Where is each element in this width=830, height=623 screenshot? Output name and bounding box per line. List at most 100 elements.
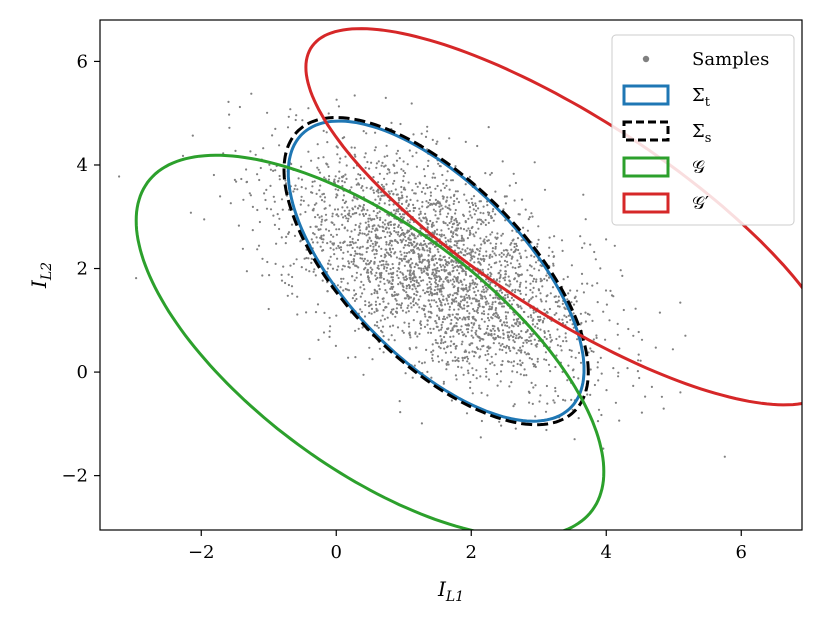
sample-point <box>473 297 476 300</box>
sample-point <box>387 227 391 230</box>
sample-point <box>392 182 395 185</box>
sample-point <box>533 338 536 341</box>
sample-point <box>370 219 373 222</box>
sample-point <box>407 259 410 262</box>
sample-point <box>423 175 426 178</box>
sample-point <box>426 323 429 326</box>
sample-point <box>456 289 460 292</box>
sample-point <box>512 360 516 363</box>
x-axis-label: IL1 <box>437 577 464 605</box>
sample-point <box>431 268 434 271</box>
sample-point <box>305 256 308 260</box>
sample-point <box>382 277 385 281</box>
sample-point <box>407 204 410 207</box>
sample-point <box>471 201 474 204</box>
sample-point <box>553 313 556 316</box>
sample-point <box>254 153 257 156</box>
sample-point <box>496 232 499 235</box>
sample-point <box>494 213 497 216</box>
sample-point <box>332 235 335 238</box>
sample-point <box>434 214 437 217</box>
sample-point <box>403 258 406 261</box>
sample-point <box>632 334 635 337</box>
sample-point <box>256 173 259 176</box>
sample-point <box>416 235 419 238</box>
sample-point <box>468 288 471 291</box>
sample-point <box>433 289 436 292</box>
sample-point <box>572 312 575 315</box>
sample-point <box>539 292 542 295</box>
sample-point <box>486 359 489 362</box>
sample-point <box>439 202 442 205</box>
sample-point <box>439 288 442 291</box>
sample-point <box>504 219 507 222</box>
sample-point <box>466 331 470 334</box>
sample-point <box>480 294 483 297</box>
sample-point <box>464 140 467 143</box>
sample-point <box>436 288 439 291</box>
sample-point <box>525 338 529 342</box>
sample-point <box>491 301 494 304</box>
sample-point <box>507 275 510 278</box>
sample-point <box>525 374 528 377</box>
sample-point <box>491 247 494 250</box>
sample-point <box>376 266 379 269</box>
sample-point <box>378 288 381 291</box>
sample-point <box>311 241 315 244</box>
sample-point <box>500 251 503 255</box>
sample-point <box>420 271 423 274</box>
sample-point <box>458 247 461 250</box>
sample-point <box>443 318 447 321</box>
sample-point <box>385 183 388 186</box>
sample-point <box>363 177 366 180</box>
sample-point <box>447 239 450 242</box>
sample-point <box>476 283 479 286</box>
sample-point <box>512 318 516 321</box>
sample-point <box>409 280 412 283</box>
sample-point <box>451 264 454 267</box>
sample-point <box>286 126 290 129</box>
sample-point <box>487 378 491 381</box>
sample-point <box>296 313 299 316</box>
sample-point <box>411 243 414 246</box>
sample-point <box>397 224 400 227</box>
sample-point <box>448 137 451 140</box>
sample-point <box>504 297 507 300</box>
sample-point <box>484 218 487 222</box>
sample-point <box>319 184 322 187</box>
sample-point <box>375 190 378 193</box>
sample-point <box>565 315 568 319</box>
sample-point <box>400 168 403 171</box>
sample-point <box>723 455 726 458</box>
sample-point <box>342 277 345 280</box>
sample-point <box>275 242 278 245</box>
sample-point <box>408 296 412 299</box>
sample-point <box>346 250 349 253</box>
sample-point <box>363 156 366 159</box>
sample-point <box>549 370 552 373</box>
sample-point <box>471 326 474 329</box>
sample-point <box>461 283 464 286</box>
sample-point <box>563 306 566 309</box>
sample-point <box>284 242 287 245</box>
sample-point <box>408 251 411 254</box>
sample-point <box>541 285 544 288</box>
sample-point <box>374 146 377 149</box>
sample-point <box>506 264 509 267</box>
sample-point <box>596 282 599 285</box>
sample-point <box>338 228 341 231</box>
sample-point <box>379 280 382 283</box>
sample-point <box>387 243 390 246</box>
sample-point <box>455 322 458 325</box>
sample-point <box>326 290 329 293</box>
sample-point <box>640 338 644 341</box>
sample-point <box>350 260 353 263</box>
sample-point <box>365 271 368 274</box>
sample-point <box>505 255 508 258</box>
sample-point <box>237 224 240 227</box>
sample-point <box>374 244 377 247</box>
sample-point <box>269 168 272 171</box>
sample-point <box>385 266 389 269</box>
sample-point <box>454 212 457 215</box>
sample-point <box>545 428 548 432</box>
